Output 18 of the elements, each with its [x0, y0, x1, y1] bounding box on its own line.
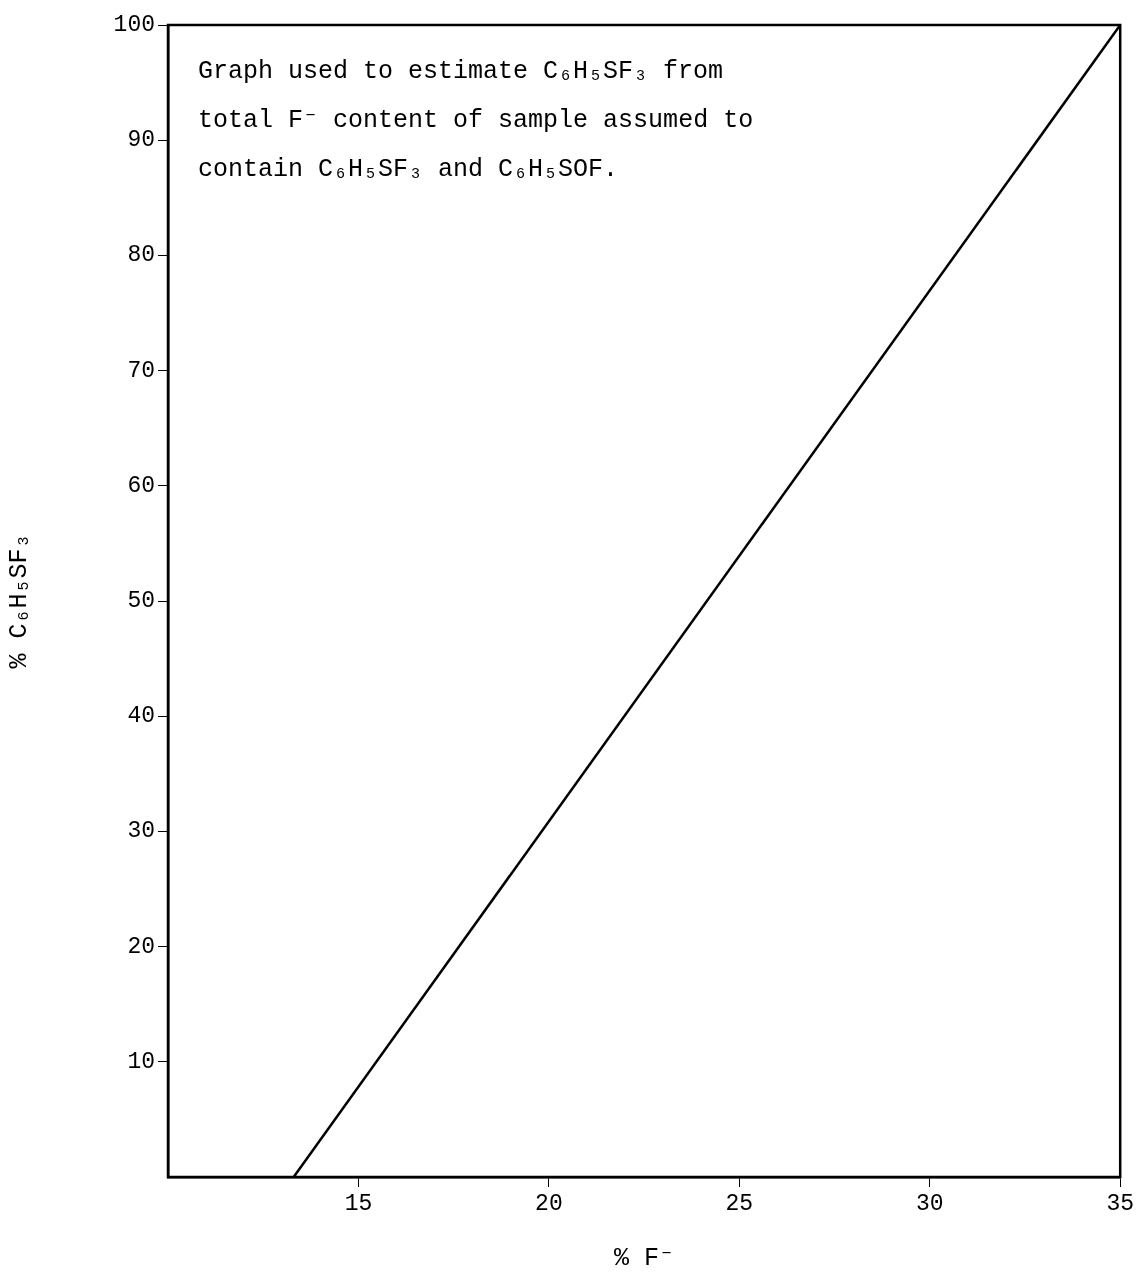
x-tick-label: 35 — [1106, 1190, 1134, 1217]
y-tick-label: 30 — [127, 818, 155, 845]
y-tick-label: 50 — [127, 588, 155, 615]
x-tick-label: 20 — [535, 1190, 563, 1217]
y-tick-label: 100 — [113, 12, 155, 39]
y-tick-label: 60 — [127, 472, 155, 499]
y-tick-label: 90 — [127, 127, 155, 154]
annotation: Graph used to estimate C₆H₅SF₃ from total F⁻ content of sample assumed to contain C₆H₅SF₃ and C₆H₅SOF. — [198, 57, 754, 184]
x-tick-label: 30 — [915, 1190, 944, 1217]
y-tick-label: 40 — [127, 703, 155, 730]
y-tick-label: 70 — [127, 357, 155, 384]
x-tick-label: 25 — [725, 1190, 754, 1217]
x-axis-title: % F⁻ — [614, 1243, 675, 1273]
y-tick-label: 20 — [127, 933, 155, 960]
x-tick-label: 15 — [344, 1190, 373, 1217]
y-tick-label: 80 — [127, 242, 155, 269]
y-tick-label: 10 — [127, 1048, 155, 1075]
y-axis-title: % C₆H₅SF₃ — [4, 533, 34, 669]
